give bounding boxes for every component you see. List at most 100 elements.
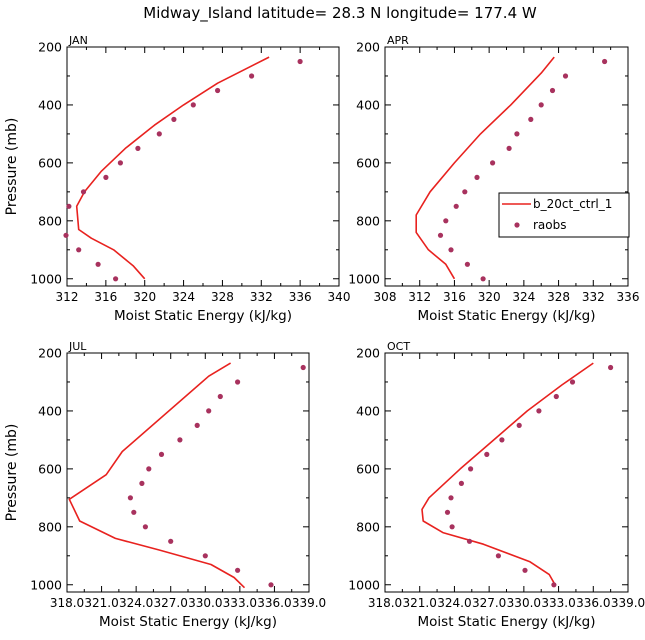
legend-model-label: b_20ct_ctrl_1 bbox=[533, 197, 612, 211]
oct-xtick-label: 336.0 bbox=[576, 596, 610, 610]
oct-ytick-label: 800 bbox=[356, 519, 380, 534]
jan-panel-label: JAN bbox=[68, 34, 88, 47]
oct-raobs-point bbox=[551, 582, 557, 588]
oct-xtick-label: 339.0 bbox=[611, 596, 645, 610]
jul-ytick-label: 1000 bbox=[30, 577, 62, 592]
oct-panel-label: OCT bbox=[387, 340, 410, 353]
oct-raobs-point bbox=[553, 393, 559, 400]
jan-raobs-point bbox=[190, 102, 196, 108]
apr-raobs-point bbox=[480, 276, 486, 282]
jul-ytick-label: 400 bbox=[38, 403, 62, 418]
jul-raobs-point bbox=[177, 437, 183, 443]
apr-raobs-point bbox=[462, 189, 468, 195]
apr-model-line bbox=[415, 56, 555, 280]
oct-xtick-label: 327.0 bbox=[472, 596, 506, 610]
jul-raobs-point bbox=[202, 553, 208, 559]
oct-raobs-point bbox=[536, 408, 542, 414]
jul-raobs-point bbox=[206, 408, 212, 414]
oct-xtick-label: 333.0 bbox=[541, 596, 575, 610]
apr-ytick-label: 800 bbox=[356, 213, 380, 228]
apr-plot-frame bbox=[384, 46, 629, 287]
jul-xtick-label: 336.0 bbox=[257, 596, 291, 610]
apr-raobs-point bbox=[437, 232, 444, 238]
jan-raobs-point bbox=[80, 189, 87, 195]
apr-ytick-label: 400 bbox=[356, 97, 380, 112]
jul-raobs-point bbox=[146, 466, 152, 472]
apr-xtick-label: 332 bbox=[582, 290, 605, 304]
apr-raobs-point bbox=[506, 145, 512, 151]
jan-xtick-label: 328 bbox=[211, 290, 234, 304]
jan-raobs-point bbox=[113, 276, 119, 282]
jan-xtick-label: 320 bbox=[133, 290, 156, 304]
jul-raobs-point bbox=[127, 495, 133, 501]
apr-xtick-label: 336 bbox=[617, 290, 640, 304]
jul-raobs-point bbox=[217, 393, 223, 400]
oct-ytick-label: 400 bbox=[356, 403, 380, 418]
jan-xtick-label: 340 bbox=[328, 290, 351, 304]
apr-xtick-label: 312 bbox=[408, 290, 431, 304]
jul-x-axis-title: Moist Static Energy (kJ/kg) bbox=[99, 614, 277, 630]
jan-x-axis-title: Moist Static Energy (kJ/kg) bbox=[114, 308, 292, 324]
jul-raobs-point bbox=[300, 364, 306, 371]
oct-raobs-point bbox=[569, 379, 576, 385]
jan-xtick-label: 324 bbox=[172, 290, 195, 304]
apr-xtick-label: 316 bbox=[443, 290, 466, 304]
jul-raobs-point bbox=[142, 524, 148, 530]
jan-raobs-point bbox=[117, 160, 123, 166]
jul-raobs-point bbox=[235, 379, 241, 385]
jul-xtick-label: 318.0 bbox=[50, 596, 84, 610]
oct-xtick-label: 324.0 bbox=[437, 596, 471, 610]
jan-xtick-label: 336 bbox=[289, 290, 312, 304]
oct-ytick-label: 1000 bbox=[348, 577, 380, 592]
jan-raobs-point bbox=[249, 73, 255, 79]
oct-raobs-point bbox=[499, 437, 505, 443]
jul-panel-label: JUL bbox=[68, 340, 87, 353]
legend-raobs-swatch bbox=[514, 222, 520, 228]
apr-xtick-label: 308 bbox=[374, 290, 397, 304]
oct-raobs-point bbox=[468, 466, 474, 472]
oct-raobs-point bbox=[449, 524, 455, 530]
oct-plot-frame bbox=[384, 352, 629, 593]
jul-xtick-label: 339.0 bbox=[292, 596, 326, 610]
oct-model-line bbox=[421, 362, 594, 586]
oct-raobs-point bbox=[466, 538, 473, 544]
jan-raobs-point bbox=[63, 232, 69, 238]
jul-xtick-label: 333.0 bbox=[223, 596, 257, 610]
apr-raobs-point bbox=[443, 218, 449, 224]
jul-raobs-point bbox=[194, 422, 200, 428]
oct-raobs-point bbox=[484, 451, 490, 457]
jul-raobs-point bbox=[268, 582, 274, 588]
jan-xtick-label: 332 bbox=[250, 290, 273, 304]
legend-raobs-label: raobs bbox=[533, 218, 567, 232]
jan-raobs-point bbox=[95, 261, 101, 267]
legend-box bbox=[498, 192, 630, 238]
jan-raobs-point bbox=[135, 145, 141, 151]
jan-ytick-label: 1000 bbox=[30, 271, 62, 286]
jan-model-line bbox=[75, 56, 270, 280]
oct-xtick-label: 318.0 bbox=[368, 596, 402, 610]
apr-xtick-label: 328 bbox=[547, 290, 570, 304]
jul-ytick-label: 200 bbox=[38, 346, 62, 361]
jan-raobs-point bbox=[297, 58, 303, 65]
oct-xtick-label: 330.0 bbox=[507, 596, 541, 610]
jan-raobs-point bbox=[103, 174, 109, 180]
jul-xtick-label: 321.0 bbox=[84, 596, 118, 610]
jul-ytick-label: 800 bbox=[38, 519, 62, 534]
jul-raobs-point bbox=[158, 451, 165, 457]
apr-raobs-point bbox=[474, 174, 480, 180]
apr-raobs-point bbox=[528, 116, 534, 122]
apr-ytick-label: 1000 bbox=[348, 271, 380, 286]
oct-x-axis-title: Moist Static Energy (kJ/kg) bbox=[418, 614, 596, 630]
apr-raobs-point bbox=[490, 160, 496, 166]
jul-xtick-label: 330.0 bbox=[188, 596, 222, 610]
jul-model-line bbox=[68, 362, 246, 589]
apr-raobs-point bbox=[549, 87, 556, 94]
jan-raobs-point bbox=[66, 203, 72, 209]
jul-ytick-label: 600 bbox=[38, 461, 62, 476]
apr-ytick-label: 200 bbox=[356, 40, 380, 55]
jul-raobs-point bbox=[139, 480, 145, 486]
oct-ytick-label: 600 bbox=[356, 461, 380, 476]
jan-xtick-label: 316 bbox=[94, 290, 117, 304]
jul-xtick-label: 324.0 bbox=[119, 596, 153, 610]
oct-raobs-point bbox=[495, 553, 501, 559]
